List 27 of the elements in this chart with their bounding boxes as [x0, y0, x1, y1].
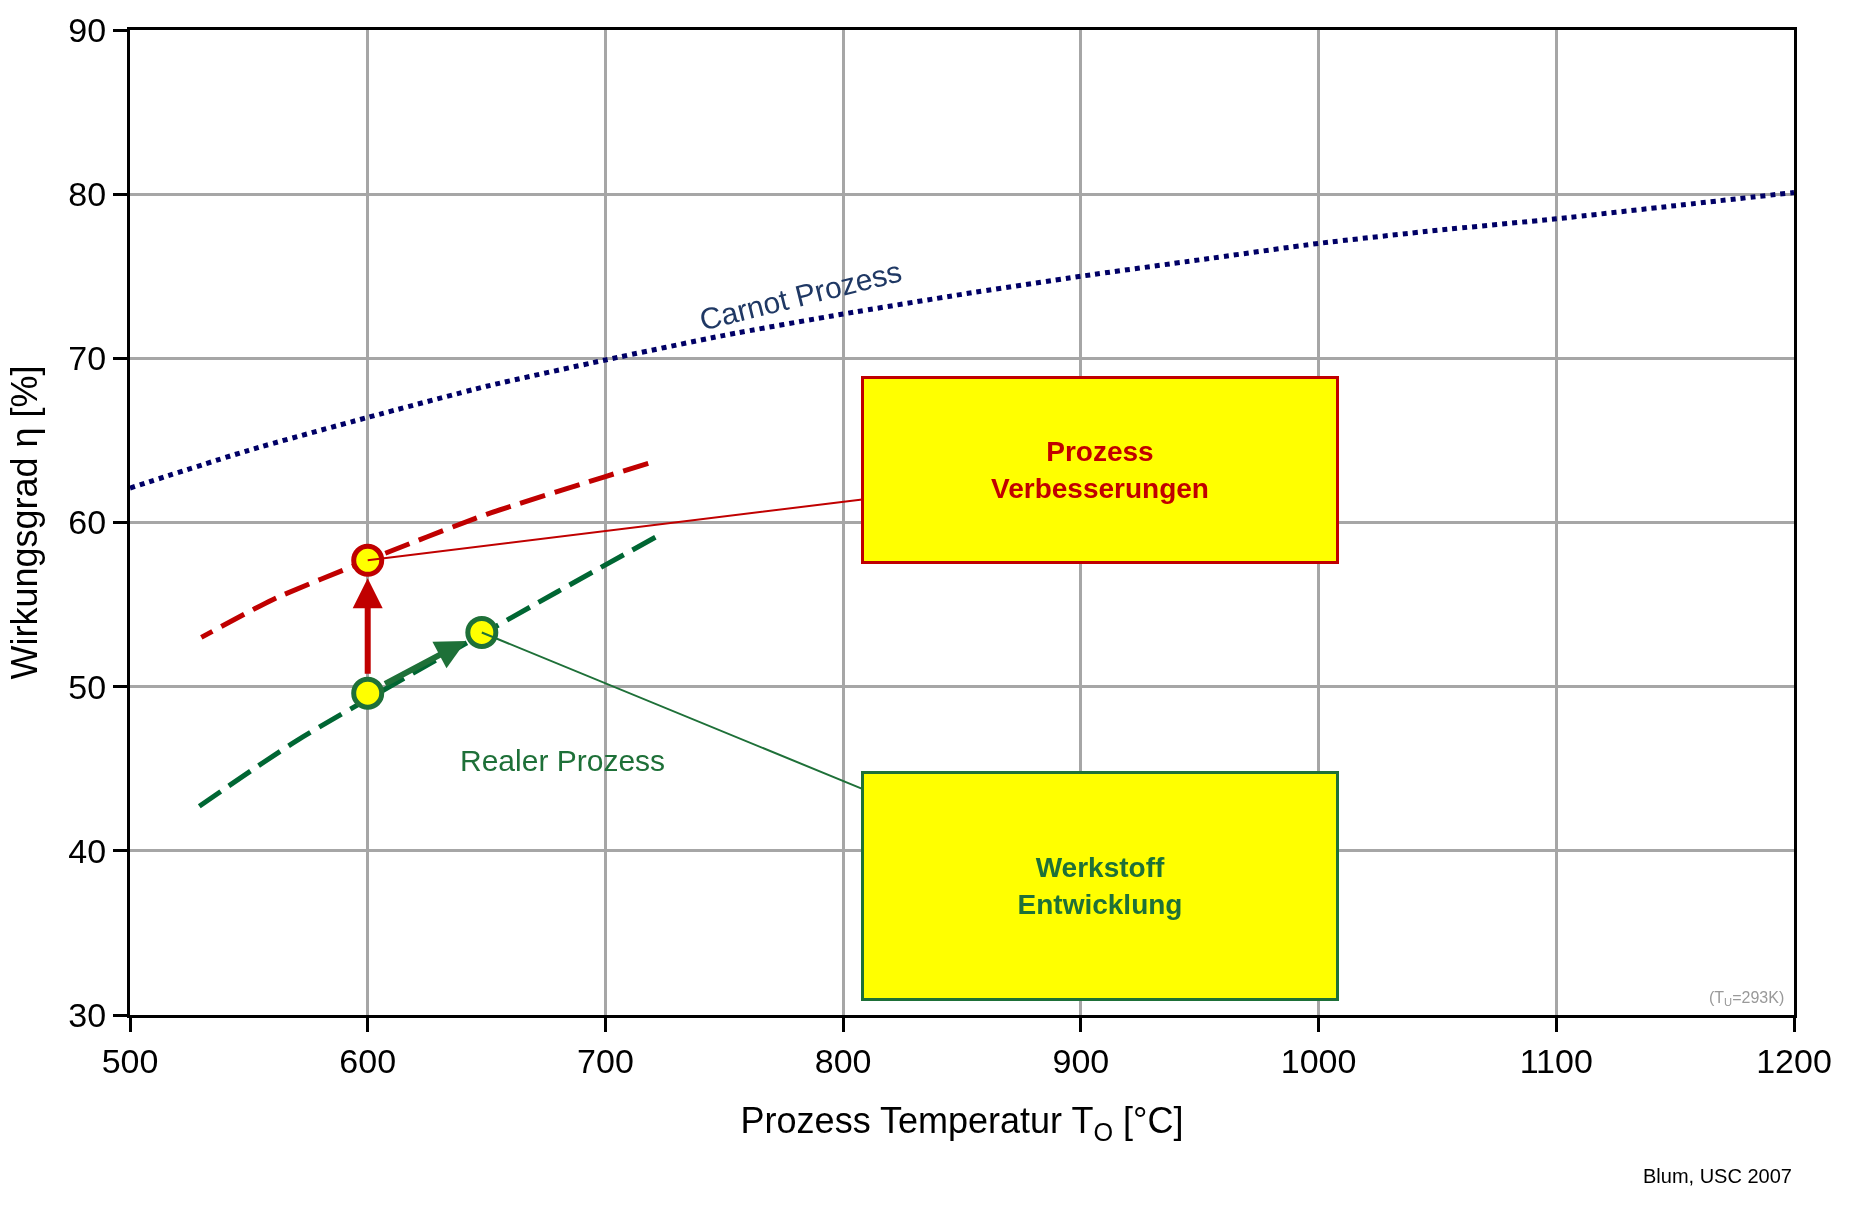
y-tick-label: 70: [68, 339, 107, 378]
annotation: Carnot Prozess: [696, 254, 905, 337]
annotation: (T$_{U}$=293K): [1709, 989, 1785, 1009]
point: [351, 676, 385, 710]
point: [351, 543, 385, 577]
x-tick-label: 800: [814, 1041, 872, 1080]
point: [465, 615, 499, 649]
callout-process: Prozess Verbesserungen: [366, 376, 1339, 564]
text: Blum, USC 2007: [1643, 1165, 1792, 1187]
annotation: Werkstoff Entwicklung: [1017, 852, 1183, 920]
y-tick-label: 80: [68, 175, 107, 214]
x-axis-title: Prozess Temperatur T$_{O}$ [°C]: [740, 1100, 1184, 1147]
x-tick-label: 700: [577, 1041, 634, 1080]
y-tick-label: 30: [68, 995, 107, 1034]
x-tick-label: 900: [1052, 1041, 1110, 1080]
x-tick-label: 1200: [1756, 1041, 1832, 1080]
y-axis-title: Wirkungsgrad η [%]: [4, 365, 46, 680]
x-tick-label: 500: [101, 1041, 159, 1080]
annotation: Prozess Verbesserungen: [991, 436, 1209, 504]
annotation: Realer Prozess: [460, 744, 666, 777]
y-tick-label: 60: [68, 503, 107, 542]
x-tick-label: 1000: [1280, 1041, 1357, 1080]
x-tick-label: 1100: [1519, 1041, 1593, 1080]
y-tick-label: 40: [68, 831, 107, 870]
y-tick-label: 90: [68, 10, 107, 49]
x-tick-label: 600: [339, 1041, 397, 1080]
y-tick-label: 50: [68, 667, 107, 706]
